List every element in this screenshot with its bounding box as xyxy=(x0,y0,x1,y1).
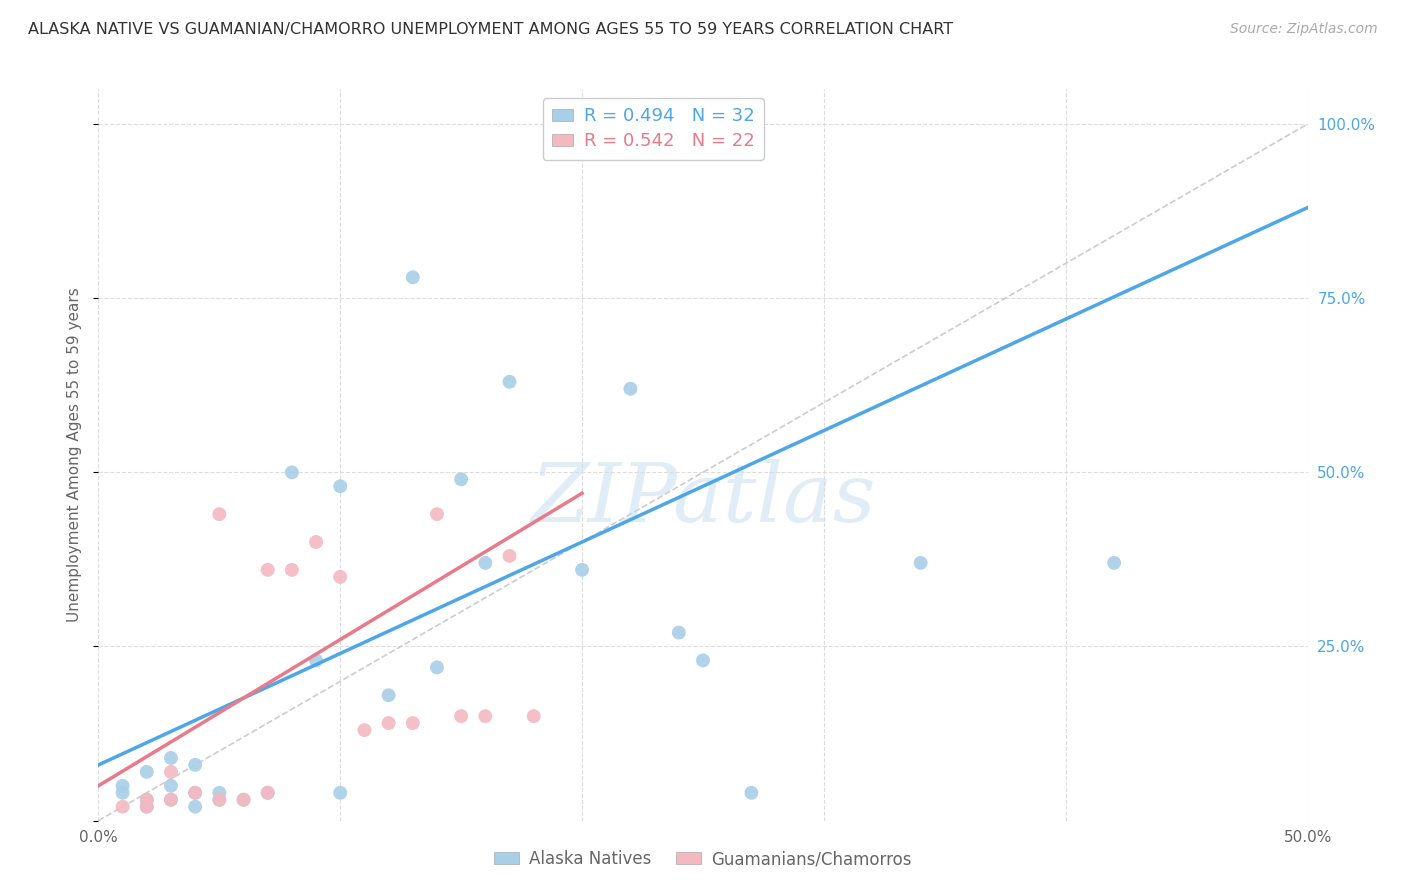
Point xyxy=(498,375,520,389)
Point xyxy=(281,466,304,480)
Point xyxy=(184,786,207,800)
Point xyxy=(111,786,134,800)
Point xyxy=(474,709,496,723)
Point xyxy=(498,549,520,563)
Point xyxy=(329,479,352,493)
Point xyxy=(329,786,352,800)
Point xyxy=(256,786,278,800)
Point xyxy=(377,688,399,702)
Point xyxy=(208,786,231,800)
Point xyxy=(160,793,183,807)
Point xyxy=(402,716,425,731)
Point xyxy=(402,270,425,285)
Point xyxy=(740,786,762,800)
Point xyxy=(377,716,399,731)
Point xyxy=(450,472,472,486)
Point xyxy=(135,799,157,814)
Point xyxy=(111,779,134,793)
Point xyxy=(135,764,157,779)
Point xyxy=(232,793,254,807)
Point xyxy=(910,556,932,570)
Point xyxy=(256,786,278,800)
Point xyxy=(474,556,496,570)
Point xyxy=(160,751,183,765)
Point xyxy=(523,709,546,723)
Point xyxy=(135,793,157,807)
Point xyxy=(426,660,449,674)
Point xyxy=(619,382,641,396)
Point xyxy=(668,625,690,640)
Point xyxy=(184,799,207,814)
Point xyxy=(232,793,254,807)
Point xyxy=(256,563,278,577)
Y-axis label: Unemployment Among Ages 55 to 59 years: Unemployment Among Ages 55 to 59 years xyxy=(67,287,83,623)
Point xyxy=(692,653,714,667)
Point xyxy=(208,507,231,521)
Point xyxy=(160,793,183,807)
Point xyxy=(184,786,207,800)
Text: ALASKA NATIVE VS GUAMANIAN/CHAMORRO UNEMPLOYMENT AMONG AGES 55 TO 59 YEARS CORRE: ALASKA NATIVE VS GUAMANIAN/CHAMORRO UNEM… xyxy=(28,22,953,37)
Point xyxy=(305,535,328,549)
Point xyxy=(160,779,183,793)
Legend: R = 0.494   N = 32, R = 0.542   N = 22: R = 0.494 N = 32, R = 0.542 N = 22 xyxy=(543,98,763,160)
Point xyxy=(571,563,593,577)
Point xyxy=(208,793,231,807)
Point xyxy=(160,764,183,779)
Point xyxy=(329,570,352,584)
Point xyxy=(281,563,304,577)
Point xyxy=(305,653,328,667)
Point xyxy=(135,799,157,814)
Point xyxy=(1102,556,1125,570)
Point xyxy=(135,793,157,807)
Point xyxy=(353,723,375,737)
Point xyxy=(426,507,449,521)
Text: Source: ZipAtlas.com: Source: ZipAtlas.com xyxy=(1230,22,1378,37)
Point xyxy=(111,799,134,814)
Legend: Alaska Natives, Guamanians/Chamorros: Alaska Natives, Guamanians/Chamorros xyxy=(488,844,918,875)
Point xyxy=(450,709,472,723)
Point xyxy=(184,758,207,772)
Text: ZIPatlas: ZIPatlas xyxy=(530,458,876,539)
Point xyxy=(208,793,231,807)
